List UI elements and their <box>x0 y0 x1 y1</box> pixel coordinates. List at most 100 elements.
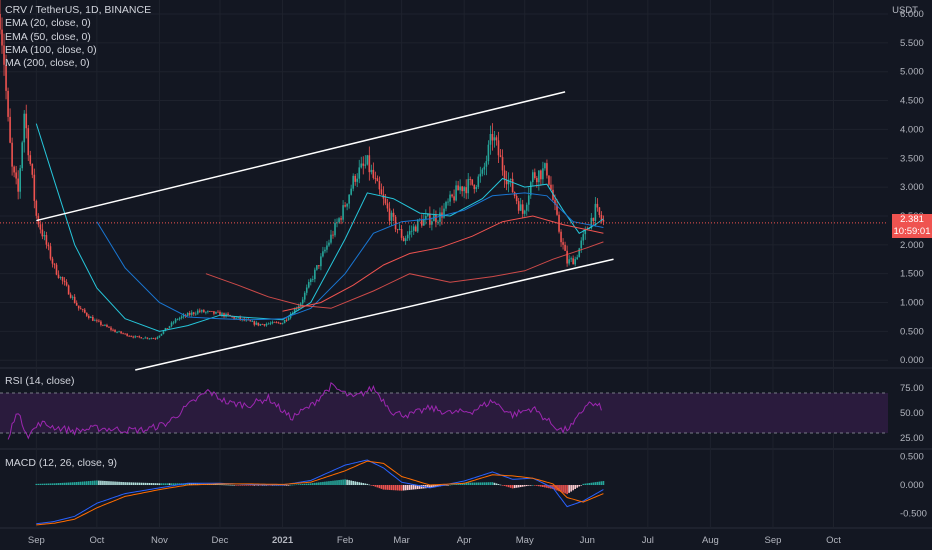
candle-up <box>404 235 407 245</box>
macd-histogram-bar <box>215 484 217 486</box>
candle-down <box>257 322 260 327</box>
macd-histogram-bar <box>269 485 272 486</box>
candle-body <box>548 175 550 185</box>
macd-histogram-bar <box>493 482 496 486</box>
candle-body <box>592 217 595 221</box>
candle-body <box>473 184 476 190</box>
candle-body <box>348 194 350 204</box>
candle-body <box>134 336 137 338</box>
macd-histogram-bar <box>546 485 548 488</box>
candle-body <box>463 187 465 192</box>
macd-label[interactable]: MACD (12, 26, close, 9) <box>5 457 118 469</box>
candle-body <box>180 316 183 318</box>
macd-histogram-bar <box>241 485 243 486</box>
candle-body <box>536 177 538 183</box>
candle-body <box>443 208 445 218</box>
candle-down <box>106 323 108 328</box>
macd-histogram-bar <box>497 484 500 486</box>
candle-up <box>483 162 486 176</box>
candle-body <box>531 172 534 183</box>
macd-histogram-bar <box>47 483 50 486</box>
macd-histogram-bar <box>257 485 260 486</box>
candle-down <box>0 0 1 35</box>
macd-histogram-bar <box>239 485 241 486</box>
legend-ema-100[interactable]: EMA (100, close, 0) <box>5 43 97 56</box>
candle-body <box>176 319 179 321</box>
macd-histogram-bar <box>299 484 302 486</box>
candle-body <box>414 226 417 232</box>
candle-body <box>279 322 282 325</box>
legend-ema-50[interactable]: EMA (50, close, 0) <box>5 30 91 43</box>
macd-histogram-bar <box>45 483 48 486</box>
candle-body <box>209 311 211 312</box>
macd-histogram-bar <box>283 485 286 486</box>
candle-down <box>27 125 30 161</box>
candle-body <box>281 323 284 325</box>
candle-up <box>196 308 199 315</box>
candle-down <box>55 262 58 276</box>
candle-body <box>540 170 542 180</box>
candle-down <box>198 308 201 314</box>
candle-body <box>477 176 480 187</box>
legend-symbol[interactable]: CRV / TetherUS, 1D, BINANCE <box>5 4 152 16</box>
candle-body <box>126 333 128 336</box>
candle-body <box>481 169 484 174</box>
candle-up <box>269 321 272 326</box>
candle-body <box>342 205 344 220</box>
candle-body <box>112 329 114 331</box>
candle-body <box>322 251 324 257</box>
macd-histogram-bar <box>398 485 401 491</box>
macd-histogram-bar <box>219 484 221 486</box>
macd-histogram-bar <box>416 485 419 490</box>
macd-histogram-bar <box>540 485 542 487</box>
candle-up <box>283 319 286 324</box>
candle-body <box>293 308 296 314</box>
candle-body <box>538 170 540 183</box>
macd-histogram-bar <box>55 483 58 486</box>
candle-up <box>366 154 369 166</box>
candle-body <box>519 204 522 211</box>
candle-body <box>336 222 338 224</box>
candle-body <box>21 142 24 169</box>
candle-body <box>582 234 585 241</box>
candle-body <box>104 324 106 326</box>
candle-body <box>489 134 492 145</box>
candle-down <box>560 229 562 247</box>
candle-up <box>570 256 572 263</box>
candle-down <box>17 170 19 200</box>
candle-body <box>562 242 564 245</box>
candle-up <box>324 247 326 254</box>
macd-histogram-bar <box>586 483 589 486</box>
macd-histogram-bar <box>184 483 187 486</box>
candle-body <box>588 228 591 230</box>
candle-down <box>140 337 143 339</box>
candle-up <box>485 155 488 176</box>
macd-histogram-bar <box>297 484 300 486</box>
candle-body <box>425 215 427 220</box>
candle-body <box>564 244 566 251</box>
candle-down <box>562 238 564 250</box>
candle-down <box>114 329 116 333</box>
candle-body <box>138 336 141 338</box>
candle-body <box>106 324 108 327</box>
macd-histogram-bar <box>420 485 423 489</box>
legend-ma-200[interactable]: MA (200, close, 0) <box>5 57 90 70</box>
candle-body <box>568 259 570 264</box>
candle-body <box>469 179 472 180</box>
candle-up <box>489 125 492 155</box>
candle-body <box>427 213 429 216</box>
candle-body <box>525 204 528 211</box>
candle-body <box>354 175 357 182</box>
candle-up <box>43 231 46 241</box>
candle-up <box>358 159 361 184</box>
candle-body <box>344 205 346 207</box>
macd-histogram-bar <box>564 485 566 494</box>
candle-down <box>11 137 13 176</box>
candle-up <box>312 275 314 283</box>
macd-histogram-bar <box>386 485 389 490</box>
rsi-label[interactable]: RSI (14, close) <box>5 375 75 387</box>
candle-body <box>198 310 201 312</box>
legend-ema-20[interactable]: EMA (20, close, 0) <box>5 17 91 30</box>
